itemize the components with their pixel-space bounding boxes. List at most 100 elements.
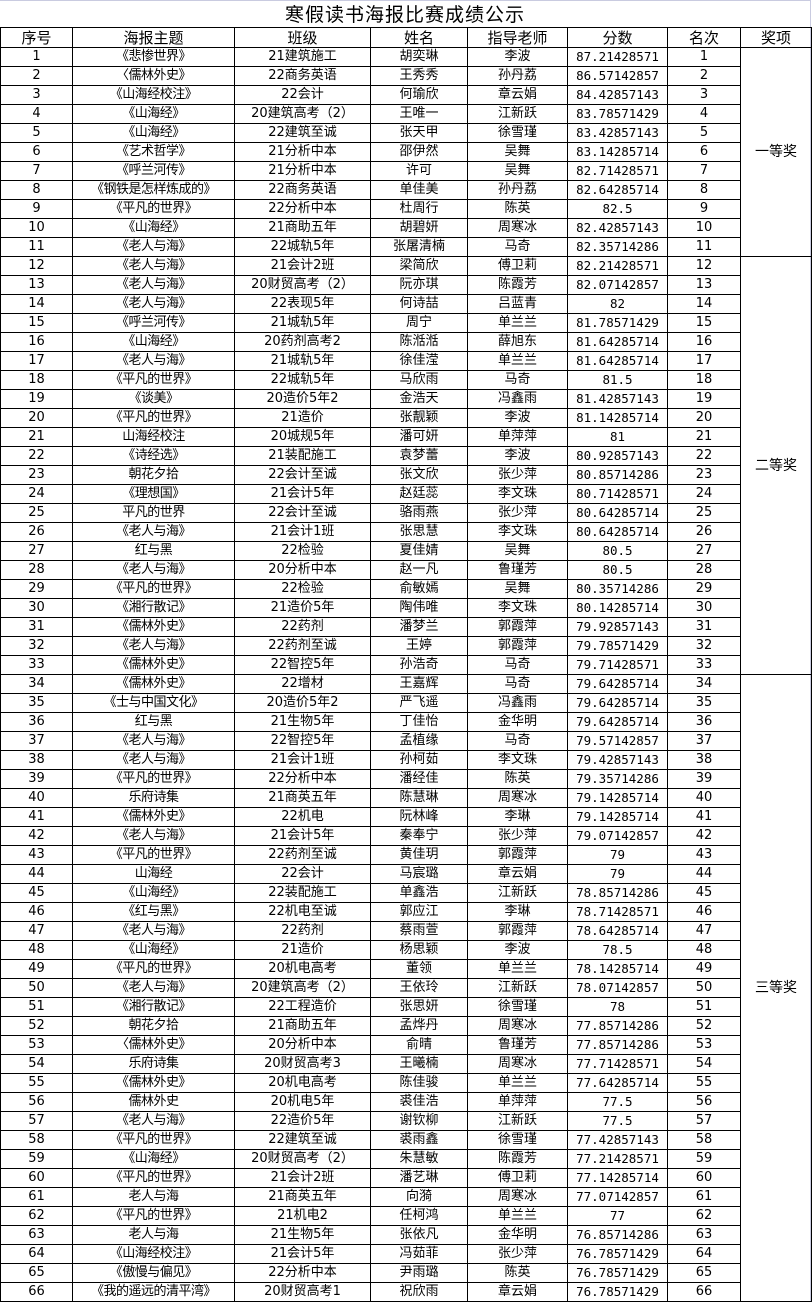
cell-class[interactable]: 21建筑施工 [234,47,371,67]
cell-rank[interactable]: 65 [667,1263,741,1283]
cell-seq[interactable]: 12 [0,256,73,276]
cell-score[interactable]: 79.57142857 [567,731,668,751]
cell-rank[interactable]: 54 [667,1054,741,1074]
cell-rank[interactable]: 11 [667,237,741,257]
cell-teacher[interactable]: 金华明 [467,1225,568,1245]
cell-seq[interactable]: 32 [0,636,73,656]
cell-seq[interactable]: 51 [0,997,73,1017]
cell-class[interactable]: 21装配施工 [234,446,371,466]
cell-score[interactable]: 77 [567,1206,668,1226]
cell-score[interactable]: 84.42857143 [567,85,668,105]
cell-teacher[interactable]: 孙丹荔 [467,66,568,86]
cell-theme[interactable]: 《山海经》 [72,883,235,903]
cell-name[interactable]: 裘雨鑫 [370,1130,468,1150]
cell-rank[interactable]: 42 [667,826,741,846]
cell-name[interactable]: 俞晴 [370,1035,468,1055]
header-seq[interactable]: 序号 [0,27,73,48]
cell-score[interactable]: 79.14285714 [567,807,668,827]
cell-score[interactable]: 77.85714286 [567,1035,668,1055]
cell-seq[interactable]: 36 [0,712,73,732]
cell-rank[interactable]: 50 [667,978,741,998]
cell-class[interactable]: 22药剂至诚 [234,636,371,656]
cell-class[interactable]: 22建筑至诚 [234,1130,371,1150]
cell-class[interactable]: 21会计2班 [234,1168,371,1188]
cell-seq[interactable]: 52 [0,1016,73,1036]
cell-seq[interactable]: 10 [0,218,73,238]
cell-name[interactable]: 向漪 [370,1187,468,1207]
cell-teacher[interactable]: 周寒冰 [467,1187,568,1207]
cell-theme[interactable]: 《山海经校注》 [72,1244,235,1264]
cell-seq[interactable]: 49 [0,959,73,979]
cell-seq[interactable]: 38 [0,750,73,770]
cell-score[interactable]: 86.57142857 [567,66,668,86]
cell-score[interactable]: 82.5 [567,199,668,219]
cell-theme[interactable]: 朝花夕拾 [72,465,235,485]
cell-score[interactable]: 81.42857143 [567,389,668,409]
cell-seq[interactable]: 44 [0,864,73,884]
cell-name[interactable]: 朱慧敏 [370,1149,468,1169]
cell-score[interactable]: 80.64285714 [567,522,668,542]
cell-theme[interactable]: 老人与海 [72,1225,235,1245]
cell-teacher[interactable]: 马奇 [467,370,568,390]
cell-class[interactable]: 20建筑高考（2） [234,104,371,124]
cell-rank[interactable]: 3 [667,85,741,105]
header-score[interactable]: 分数 [567,27,668,48]
cell-theme[interactable]: 《老人与海》 [72,750,235,770]
cell-score[interactable]: 78 [567,997,668,1017]
cell-class[interactable]: 22药剂 [234,921,371,941]
cell-teacher[interactable]: 陈霞芳 [467,1149,568,1169]
cell-theme[interactable]: 《老人与海》 [72,560,235,580]
cell-class[interactable]: 21会计2班 [234,256,371,276]
cell-name[interactable]: 马欣雨 [370,370,468,390]
cell-teacher[interactable]: 单兰兰 [467,1073,568,1093]
cell-name[interactable]: 马宸璐 [370,864,468,884]
cell-name[interactable]: 赵廷蕊 [370,484,468,504]
cell-rank[interactable]: 66 [667,1282,741,1302]
cell-score[interactable]: 79.64285714 [567,674,668,694]
cell-class[interactable]: 21商助五年 [234,1016,371,1036]
cell-class[interactable]: 21会计1班 [234,522,371,542]
cell-score[interactable]: 83.14285714 [567,142,668,162]
cell-theme[interactable]: 《士与中国文化》 [72,693,235,713]
cell-score[interactable]: 77.14285714 [567,1168,668,1188]
header-class[interactable]: 班级 [234,27,371,48]
cell-teacher[interactable]: 单萍萍 [467,427,568,447]
cell-class[interactable]: 22工程造价 [234,997,371,1017]
cell-teacher[interactable]: 徐雪瑾 [467,997,568,1017]
cell-name[interactable]: 孙浩奇 [370,655,468,675]
cell-class[interactable]: 22商务英语 [234,180,371,200]
cell-rank[interactable]: 6 [667,142,741,162]
cell-seq[interactable]: 47 [0,921,73,941]
cell-theme[interactable]: 《老人与海》 [72,978,235,998]
cell-seq[interactable]: 39 [0,769,73,789]
cell-class[interactable]: 21机电2 [234,1206,371,1226]
cell-teacher[interactable]: 章云娟 [467,864,568,884]
cell-rank[interactable]: 9 [667,199,741,219]
header-teacher[interactable]: 指导老师 [467,27,568,48]
cell-name[interactable]: 祝欣雨 [370,1282,468,1302]
cell-teacher[interactable]: 马奇 [467,237,568,257]
cell-theme[interactable]: 《儒林外史》 [72,1073,235,1093]
cell-class[interactable]: 21商英五年 [234,788,371,808]
cell-rank[interactable]: 52 [667,1016,741,1036]
cell-name[interactable]: 梁简欣 [370,256,468,276]
cell-rank[interactable]: 15 [667,313,741,333]
cell-rank[interactable]: 46 [667,902,741,922]
cell-seq[interactable]: 23 [0,465,73,485]
cell-seq[interactable]: 20 [0,408,73,428]
cell-seq[interactable]: 26 [0,522,73,542]
cell-class[interactable]: 22城轨5年 [234,370,371,390]
cell-name[interactable]: 许可 [370,161,468,181]
cell-score[interactable]: 77.07142857 [567,1187,668,1207]
cell-score[interactable]: 82.21428571 [567,256,668,276]
cell-seq[interactable]: 50 [0,978,73,998]
cell-rank[interactable]: 59 [667,1149,741,1169]
cell-rank[interactable]: 57 [667,1111,741,1131]
cell-teacher[interactable]: 单兰兰 [467,959,568,979]
cell-name[interactable]: 黄佳玥 [370,845,468,865]
cell-teacher[interactable]: 冯鑫雨 [467,693,568,713]
cell-theme[interactable]: 山海经校注 [72,427,235,447]
cell-class[interactable]: 22造价5年 [234,1111,371,1131]
cell-class[interactable]: 21生物5年 [234,712,371,732]
cell-teacher[interactable]: 徐雪瑾 [467,123,568,143]
